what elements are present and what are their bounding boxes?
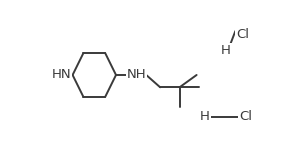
Text: Cl: Cl <box>236 28 249 41</box>
Text: H: H <box>200 110 210 123</box>
Text: Cl: Cl <box>239 110 252 123</box>
Text: HN: HN <box>52 69 72 81</box>
Text: NH: NH <box>127 69 147 81</box>
Text: H: H <box>221 44 231 57</box>
